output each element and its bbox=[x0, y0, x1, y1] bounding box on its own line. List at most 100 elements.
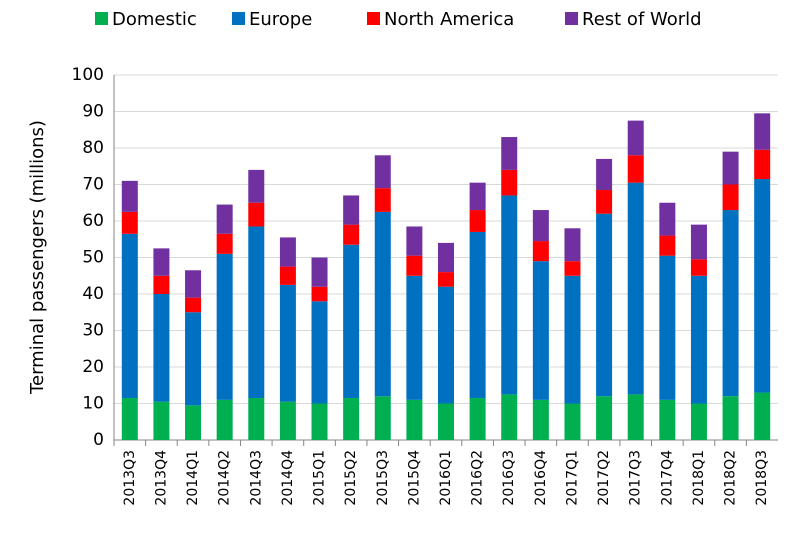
bar-segment bbox=[722, 396, 739, 440]
bar-segment bbox=[311, 257, 328, 287]
bar-segment bbox=[185, 270, 202, 298]
bar-segment bbox=[279, 284, 296, 402]
bar-segment bbox=[121, 180, 138, 212]
legend-label: Rest of World bbox=[582, 9, 702, 30]
bar-segment bbox=[311, 286, 328, 302]
bar-segment bbox=[438, 272, 454, 287]
x-tick-label: 2015Q1 bbox=[312, 450, 328, 506]
bar-segment bbox=[185, 312, 202, 406]
bar-segment bbox=[659, 399, 676, 440]
bar-segment bbox=[343, 398, 360, 440]
bar-segment bbox=[564, 275, 581, 404]
bar-segment bbox=[406, 255, 423, 276]
bar-segment bbox=[311, 403, 328, 440]
bar-segment bbox=[374, 188, 391, 212]
x-tick-label: 2017Q3 bbox=[628, 450, 644, 506]
x-tick-label: 2017Q4 bbox=[659, 450, 675, 506]
bar-segment bbox=[153, 248, 170, 276]
y-tick-label: 50 bbox=[82, 248, 104, 268]
bar-segment bbox=[216, 233, 233, 254]
y-tick-label: 90 bbox=[82, 102, 104, 122]
legend-swatch bbox=[95, 12, 108, 25]
bar-segment bbox=[564, 261, 581, 276]
bar-segment bbox=[722, 210, 739, 397]
bar-segment bbox=[722, 151, 739, 185]
y-tick-label: 80 bbox=[82, 138, 104, 158]
x-tick-label: 2013Q3 bbox=[122, 450, 138, 506]
bar-segment bbox=[153, 275, 170, 294]
bar-segment bbox=[185, 405, 202, 440]
bar-segment bbox=[311, 301, 328, 404]
bar-segment bbox=[627, 394, 644, 440]
bar-segment bbox=[532, 399, 549, 440]
bar-segment bbox=[532, 241, 549, 262]
y-axis-label: Terminal passengers (millions) bbox=[27, 120, 48, 395]
legend-swatch bbox=[232, 12, 245, 25]
legend-swatch bbox=[367, 12, 380, 25]
bar-segment bbox=[406, 226, 423, 256]
x-tick-label: 2016Q1 bbox=[438, 450, 454, 506]
bar-segment bbox=[532, 210, 549, 242]
x-tick-label: 2014Q3 bbox=[248, 450, 264, 506]
x-tick-label: 2014Q2 bbox=[217, 450, 233, 506]
bar-segment bbox=[374, 155, 391, 189]
y-tick-label: 60 bbox=[82, 211, 104, 231]
x-tick-label: 2017Q2 bbox=[596, 450, 612, 506]
bar-segment bbox=[248, 202, 265, 227]
bar-segment bbox=[596, 396, 613, 440]
x-tick-label: 2015Q3 bbox=[375, 450, 391, 506]
bar-segment bbox=[754, 392, 771, 440]
x-tick-label: 2015Q4 bbox=[406, 450, 422, 506]
x-tick-label: 2016Q2 bbox=[470, 450, 486, 506]
y-tick-label: 20 bbox=[82, 357, 104, 377]
x-tick-label: 2016Q4 bbox=[533, 450, 549, 506]
x-tick-label: 2014Q1 bbox=[185, 450, 201, 506]
bar-segment bbox=[374, 211, 391, 397]
bar-segment bbox=[343, 244, 360, 399]
bar-segment bbox=[216, 399, 233, 440]
bar-segment bbox=[185, 297, 202, 313]
x-tick-label: 2014Q4 bbox=[280, 450, 296, 506]
bar-segment bbox=[596, 213, 613, 397]
bar-segment bbox=[438, 242, 454, 273]
x-tick-label: 2015Q2 bbox=[343, 450, 359, 506]
bar-segment bbox=[596, 158, 613, 190]
x-tick-label: 2016Q3 bbox=[501, 450, 517, 506]
bar-segment bbox=[501, 195, 518, 395]
bar-segment bbox=[690, 403, 707, 440]
y-tick-label: 40 bbox=[82, 284, 104, 304]
bar-segment bbox=[659, 255, 676, 400]
bar-segment bbox=[438, 286, 454, 404]
bar-segment bbox=[659, 235, 676, 256]
x-tick-label: 2018Q3 bbox=[754, 450, 770, 506]
legend-swatch bbox=[565, 12, 578, 25]
bar-segment bbox=[216, 253, 233, 400]
bar-segment bbox=[248, 398, 265, 440]
bar-segment bbox=[153, 294, 170, 402]
legend-label: North America bbox=[384, 9, 514, 30]
bar-segment bbox=[754, 113, 771, 150]
bar-segment bbox=[690, 259, 707, 276]
y-tick-label: 100 bbox=[72, 65, 104, 85]
bar-segment bbox=[438, 403, 454, 440]
legend-label: Domestic bbox=[112, 9, 197, 30]
x-tick-label: 2018Q2 bbox=[723, 450, 739, 506]
bar-segment bbox=[121, 233, 138, 399]
bar-segment bbox=[121, 398, 138, 440]
bar-segment bbox=[722, 184, 739, 211]
bar-segment bbox=[501, 394, 518, 440]
bar-segment bbox=[596, 189, 613, 214]
bar-segment bbox=[406, 399, 423, 440]
bar-segment bbox=[216, 204, 233, 234]
bar-segment bbox=[754, 179, 771, 393]
bar-segment bbox=[501, 137, 518, 170]
legend-label: Europe bbox=[249, 9, 312, 30]
y-tick-label: 70 bbox=[82, 175, 104, 195]
bar-segment bbox=[248, 226, 265, 399]
bar-segment bbox=[690, 275, 707, 404]
bar-segment bbox=[469, 182, 486, 211]
bar-segment bbox=[279, 266, 296, 285]
bar-segment bbox=[501, 169, 518, 196]
x-tick-label: 2017Q1 bbox=[564, 450, 580, 506]
